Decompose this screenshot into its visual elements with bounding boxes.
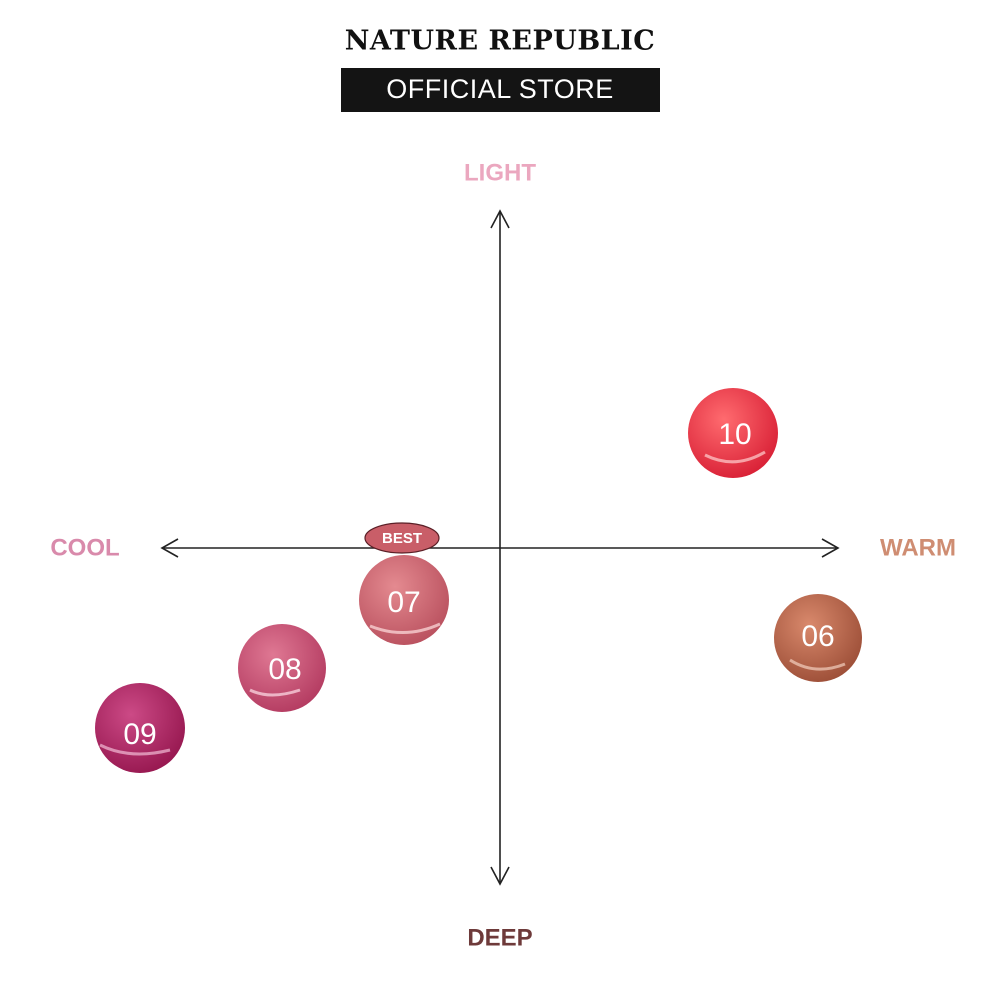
axis-label-right: WARM	[880, 534, 956, 561]
axis-label-bottom: DEEP	[467, 924, 532, 951]
swatch: 08	[238, 624, 326, 712]
sheen	[249, 688, 301, 697]
arrow-left	[160, 538, 179, 558]
swatch: 07 BEST	[359, 522, 449, 645]
swatch-circle	[359, 555, 449, 645]
sheen	[369, 622, 441, 635]
axis-label-top: LIGHT	[464, 159, 536, 186]
swatch-circle	[774, 594, 862, 682]
swatch-label: 10	[718, 418, 751, 451]
swatch-circle	[238, 624, 326, 712]
swatch-label: 07	[387, 586, 420, 619]
sheen	[704, 450, 766, 464]
arrow-down	[490, 866, 510, 886]
best-label: BEST	[382, 530, 422, 547]
swatch-label: 09	[123, 718, 156, 751]
sheen	[99, 743, 171, 756]
store-badge: OFFICIAL STORE	[386, 74, 614, 104]
axis-label-left: COOL	[50, 534, 119, 561]
swatch: 06	[774, 594, 862, 682]
arrow-up	[490, 209, 510, 229]
swatch: 09	[95, 683, 185, 773]
best-tag	[364, 522, 440, 554]
axes	[160, 209, 840, 886]
brand: NATURE REPUBLIC	[345, 26, 656, 57]
swatch: 10	[688, 388, 778, 478]
sheen	[789, 658, 846, 671]
badge-box	[341, 68, 660, 112]
arrow-right	[821, 538, 840, 558]
swatch-label: 08	[268, 653, 301, 686]
swatch-label: 06	[801, 620, 834, 653]
